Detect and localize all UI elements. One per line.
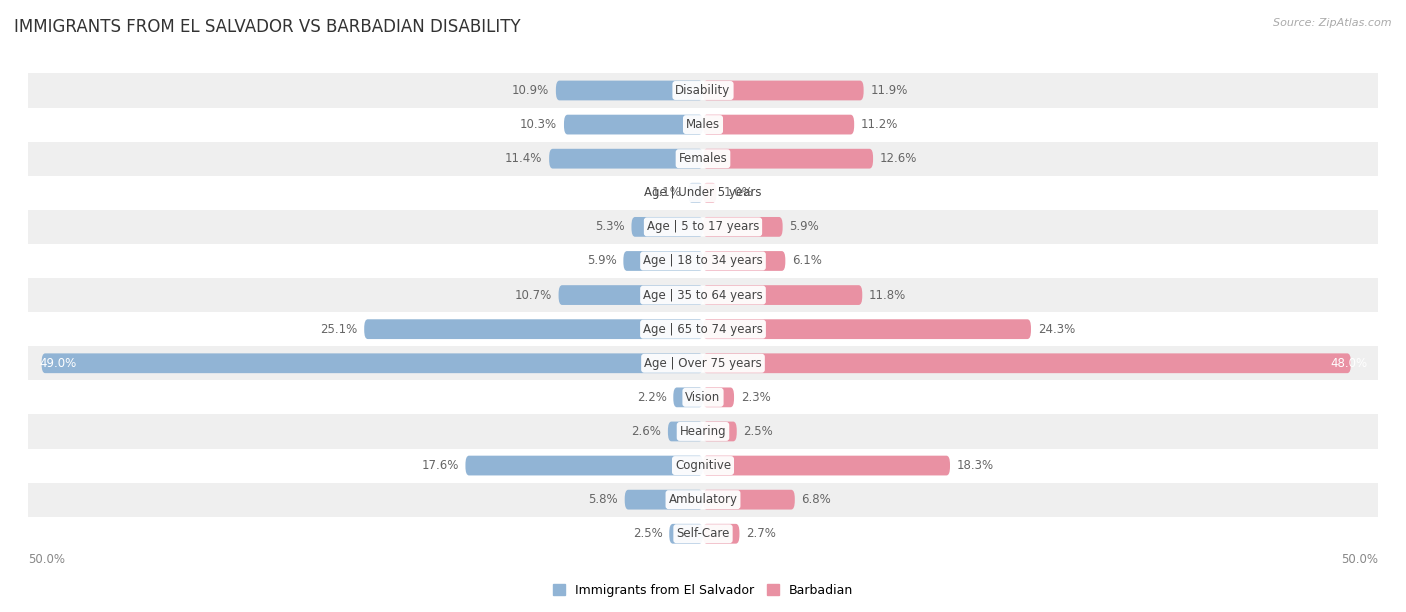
FancyBboxPatch shape	[28, 176, 1378, 210]
Text: 18.3%: 18.3%	[956, 459, 994, 472]
Text: 2.2%: 2.2%	[637, 391, 666, 404]
FancyBboxPatch shape	[703, 183, 717, 203]
Text: 11.8%: 11.8%	[869, 289, 907, 302]
Text: Age | Under 5 years: Age | Under 5 years	[644, 186, 762, 200]
FancyBboxPatch shape	[564, 114, 703, 135]
FancyBboxPatch shape	[688, 183, 703, 203]
FancyBboxPatch shape	[703, 353, 1351, 373]
Text: 11.9%: 11.9%	[870, 84, 908, 97]
FancyBboxPatch shape	[28, 278, 1378, 312]
Text: Age | 18 to 34 years: Age | 18 to 34 years	[643, 255, 763, 267]
FancyBboxPatch shape	[703, 149, 873, 168]
Text: Ambulatory: Ambulatory	[668, 493, 738, 506]
Text: 10.3%: 10.3%	[520, 118, 557, 131]
Text: 50.0%: 50.0%	[28, 553, 65, 565]
Text: 2.5%: 2.5%	[744, 425, 773, 438]
FancyBboxPatch shape	[558, 285, 703, 305]
Text: Males: Males	[686, 118, 720, 131]
Text: 2.5%: 2.5%	[633, 528, 662, 540]
Text: Age | 35 to 64 years: Age | 35 to 64 years	[643, 289, 763, 302]
FancyBboxPatch shape	[28, 414, 1378, 449]
FancyBboxPatch shape	[703, 456, 950, 476]
Text: 12.6%: 12.6%	[880, 152, 917, 165]
Text: 5.9%: 5.9%	[586, 255, 617, 267]
Text: Vision: Vision	[685, 391, 721, 404]
Text: IMMIGRANTS FROM EL SALVADOR VS BARBADIAN DISABILITY: IMMIGRANTS FROM EL SALVADOR VS BARBADIAN…	[14, 18, 520, 36]
Text: 2.3%: 2.3%	[741, 391, 770, 404]
Text: Females: Females	[679, 152, 727, 165]
Text: Cognitive: Cognitive	[675, 459, 731, 472]
Text: Hearing: Hearing	[679, 425, 727, 438]
FancyBboxPatch shape	[364, 319, 703, 339]
FancyBboxPatch shape	[703, 387, 734, 407]
FancyBboxPatch shape	[28, 449, 1378, 483]
FancyBboxPatch shape	[703, 524, 740, 543]
FancyBboxPatch shape	[673, 387, 703, 407]
Text: 2.7%: 2.7%	[747, 528, 776, 540]
FancyBboxPatch shape	[703, 81, 863, 100]
FancyBboxPatch shape	[631, 217, 703, 237]
FancyBboxPatch shape	[550, 149, 703, 168]
Text: Source: ZipAtlas.com: Source: ZipAtlas.com	[1274, 18, 1392, 28]
FancyBboxPatch shape	[28, 210, 1378, 244]
Text: 10.7%: 10.7%	[515, 289, 551, 302]
FancyBboxPatch shape	[668, 422, 703, 441]
Text: 17.6%: 17.6%	[422, 459, 458, 472]
FancyBboxPatch shape	[28, 380, 1378, 414]
FancyBboxPatch shape	[703, 422, 737, 441]
FancyBboxPatch shape	[555, 81, 703, 100]
FancyBboxPatch shape	[42, 353, 703, 373]
Text: Disability: Disability	[675, 84, 731, 97]
Text: 1.1%: 1.1%	[651, 186, 682, 200]
Text: 5.8%: 5.8%	[588, 493, 619, 506]
Text: 50.0%: 50.0%	[1341, 553, 1378, 565]
FancyBboxPatch shape	[28, 346, 1378, 380]
Text: 24.3%: 24.3%	[1038, 323, 1076, 335]
Text: 5.9%: 5.9%	[789, 220, 820, 233]
Text: 11.4%: 11.4%	[505, 152, 543, 165]
Text: 10.9%: 10.9%	[512, 84, 550, 97]
Text: Self-Care: Self-Care	[676, 528, 730, 540]
Legend: Immigrants from El Salvador, Barbadian: Immigrants from El Salvador, Barbadian	[547, 579, 859, 602]
FancyBboxPatch shape	[623, 251, 703, 271]
Text: 2.6%: 2.6%	[631, 425, 661, 438]
Text: 6.8%: 6.8%	[801, 493, 831, 506]
FancyBboxPatch shape	[28, 312, 1378, 346]
Text: 5.3%: 5.3%	[595, 220, 624, 233]
FancyBboxPatch shape	[465, 456, 703, 476]
FancyBboxPatch shape	[28, 517, 1378, 551]
Text: Age | 5 to 17 years: Age | 5 to 17 years	[647, 220, 759, 233]
Text: 48.0%: 48.0%	[1330, 357, 1367, 370]
Text: 25.1%: 25.1%	[321, 323, 357, 335]
FancyBboxPatch shape	[703, 114, 855, 135]
Text: Age | Over 75 years: Age | Over 75 years	[644, 357, 762, 370]
FancyBboxPatch shape	[28, 483, 1378, 517]
Text: 6.1%: 6.1%	[792, 255, 823, 267]
Text: Age | 65 to 74 years: Age | 65 to 74 years	[643, 323, 763, 335]
Text: 49.0%: 49.0%	[39, 357, 76, 370]
FancyBboxPatch shape	[703, 285, 862, 305]
FancyBboxPatch shape	[28, 73, 1378, 108]
Text: 1.0%: 1.0%	[723, 186, 754, 200]
FancyBboxPatch shape	[28, 244, 1378, 278]
FancyBboxPatch shape	[703, 217, 783, 237]
FancyBboxPatch shape	[28, 108, 1378, 141]
FancyBboxPatch shape	[669, 524, 703, 543]
Text: 11.2%: 11.2%	[860, 118, 898, 131]
FancyBboxPatch shape	[703, 319, 1031, 339]
FancyBboxPatch shape	[703, 251, 786, 271]
FancyBboxPatch shape	[28, 141, 1378, 176]
FancyBboxPatch shape	[624, 490, 703, 510]
FancyBboxPatch shape	[703, 490, 794, 510]
